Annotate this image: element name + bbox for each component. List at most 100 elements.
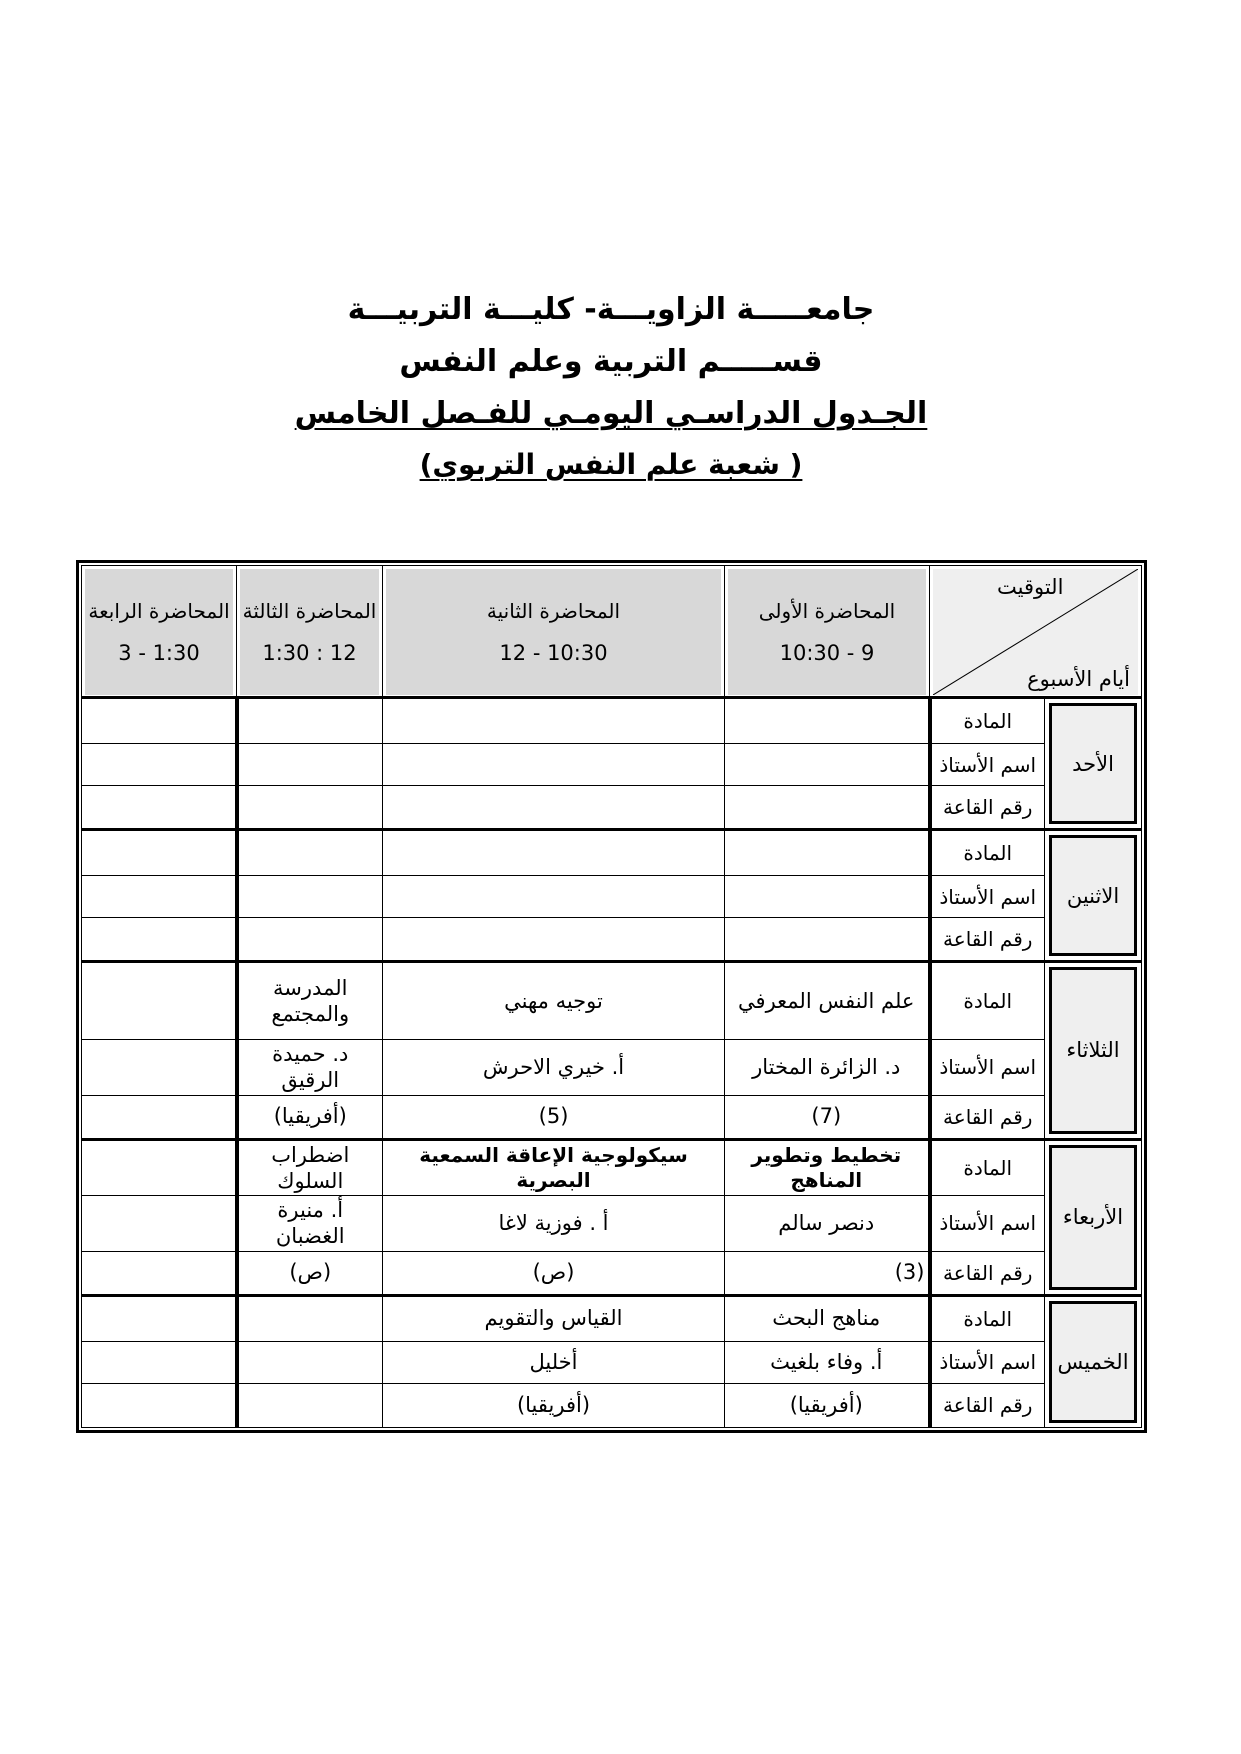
corner-label-weekdays: أيام الأسبوع bbox=[1027, 667, 1130, 691]
day-label: الاثنين bbox=[1066, 883, 1120, 908]
wednesday-lec1-subject: تخطيط وتطوير المناهج bbox=[724, 1137, 930, 1196]
sunday-lec2-teacher bbox=[382, 743, 725, 786]
tuesday-lec2-subject: توجيه مهني bbox=[382, 960, 725, 1040]
wednesday-lec3-room: (ص) bbox=[236, 1250, 383, 1296]
lecture-1-time: 10:30 - 9 bbox=[779, 641, 875, 665]
thursday-lec1-subject: مناهج البحث bbox=[724, 1293, 930, 1342]
sunday-lec1-room bbox=[724, 785, 930, 830]
day-cell-thursday: الخميس bbox=[1044, 1293, 1142, 1428]
day-label: الثلاثاء bbox=[1066, 1038, 1120, 1063]
day-cell-tuesday: الثلاثاء bbox=[1044, 960, 1142, 1140]
row-label-subject: المادة bbox=[927, 1137, 1045, 1196]
wednesday-lec2-room: (ص) bbox=[382, 1250, 725, 1296]
day-cell-sunday: الأحد bbox=[1044, 696, 1142, 830]
thursday-lec4-subject bbox=[81, 1293, 239, 1342]
sunday-lec3-room bbox=[236, 785, 383, 830]
schedule-table-wrap: التوقيت أيام الأسبوع المحاضرة الأولى 10:… bbox=[76, 560, 1147, 1433]
thursday-lec1-teacher: أ. وفاء بلغيث bbox=[724, 1340, 930, 1384]
sunday-lec4-room bbox=[81, 785, 239, 830]
table-row: الثلاثاء المادة علم النفس المعرفي توجيه … bbox=[81, 960, 1142, 1140]
row-label-teacher: اسم الأستاذ bbox=[927, 1195, 1045, 1252]
thursday-lec1-room: (أفريقيا) bbox=[724, 1382, 930, 1428]
lecture-2-time: 12 - 10:30 bbox=[499, 641, 608, 665]
monday-lec2-room bbox=[382, 917, 725, 962]
diagonal-line bbox=[933, 569, 1138, 695]
header-lecture-4: المحاضرة الرابعة 3 - 1:30 bbox=[81, 565, 237, 698]
row-label-room: رقم القاعة bbox=[927, 1382, 1045, 1428]
wednesday-lec3-teacher: أ. منيرة الغضبان bbox=[236, 1195, 383, 1252]
monday-lec3-subject bbox=[236, 828, 383, 876]
day-cell-wednesday: الأربعاء bbox=[1044, 1137, 1142, 1296]
title-division: ( شعبة علم النفس التربوي) bbox=[419, 448, 803, 481]
title-block: جامعـــــة الزاويـــة- كليـــة التربيـــ… bbox=[80, 295, 1142, 501]
sunday-lec3-subject bbox=[236, 696, 383, 744]
wednesday-lec3-subject: اضطراب السلوك bbox=[236, 1137, 383, 1196]
table-row: الأحد المادة bbox=[81, 696, 1142, 830]
header-lecture-3: المحاضرة الثالثة 1:30 : 12 bbox=[236, 565, 383, 698]
row-label-room: رقم القاعة bbox=[927, 1250, 1045, 1296]
row-label-subject: المادة bbox=[927, 828, 1045, 876]
lecture-2-name: المحاضرة الثانية bbox=[486, 599, 621, 623]
schedule-table: التوقيت أيام الأسبوع المحاضرة الأولى 10:… bbox=[76, 560, 1147, 1433]
table-row: رقم القاعة (3) (ص) (ص) bbox=[81, 1250, 1142, 1296]
monday-lec1-room bbox=[724, 917, 930, 962]
lecture-3-time: 1:30 : 12 bbox=[262, 641, 357, 665]
row-label-room: رقم القاعة bbox=[927, 1094, 1045, 1140]
table-row: اسم الأستاذ bbox=[81, 875, 1142, 918]
wednesday-lec2-teacher: أ . فوزية لاغا bbox=[382, 1195, 725, 1252]
lecture-1-name: المحاضرة الأولى bbox=[758, 599, 896, 623]
table-row: الاثنين المادة bbox=[81, 828, 1142, 962]
monday-lec4-room bbox=[81, 917, 239, 962]
row-label-subject: المادة bbox=[927, 1293, 1045, 1342]
table-row: الخميس المادة مناهج البحث القياس والتقوي… bbox=[81, 1293, 1142, 1428]
corner-label-timing: التوقيت bbox=[997, 575, 1064, 599]
tuesday-lec1-room: (7) bbox=[724, 1094, 930, 1140]
wednesday-lec4-room bbox=[81, 1250, 239, 1296]
lecture-4-time: 3 - 1:30 bbox=[118, 641, 200, 665]
table-row: رقم القاعة bbox=[81, 785, 1142, 830]
tuesday-lec1-subject: علم النفس المعرفي bbox=[724, 960, 930, 1040]
table-row: رقم القاعة bbox=[81, 917, 1142, 962]
thursday-lec2-room: (أفريقيا) bbox=[382, 1382, 725, 1428]
sunday-lec3-teacher bbox=[236, 743, 383, 786]
row-label-teacher: اسم الأستاذ bbox=[927, 1039, 1045, 1096]
sunday-lec4-subject bbox=[81, 696, 239, 744]
thursday-lec3-subject bbox=[236, 1293, 383, 1342]
thursday-lec3-teacher bbox=[236, 1340, 383, 1384]
tuesday-lec3-room: (أفريقيا) bbox=[236, 1094, 383, 1140]
title-department: قســـــم التربية وعلم النفس bbox=[399, 344, 823, 379]
lecture-3-name: المحاضرة الثالثة bbox=[242, 599, 377, 623]
title-university: جامعـــــة الزاويـــة- كليـــة التربيـــ… bbox=[347, 292, 875, 327]
sunday-lec2-room bbox=[382, 785, 725, 830]
monday-lec1-teacher bbox=[724, 875, 930, 918]
monday-lec1-subject bbox=[724, 828, 930, 876]
table-row: الأربعاء المادة تخطيط وتطوير المناهج سيك… bbox=[81, 1137, 1142, 1296]
row-label-teacher: اسم الأستاذ bbox=[927, 1340, 1045, 1384]
tuesday-lec3-teacher: د. حميدة الرقيق bbox=[236, 1039, 383, 1096]
thursday-lec4-teacher bbox=[81, 1340, 239, 1384]
wednesday-lec1-room: (3) bbox=[724, 1250, 930, 1296]
wednesday-lec2-subject: سيكولوجية الإعاقة السمعية البصرية bbox=[382, 1137, 725, 1196]
title-schedule: الجـدول الدراسـي اليومـي للفـصل الخامس bbox=[294, 396, 928, 431]
row-label-teacher: اسم الأستاذ bbox=[927, 743, 1045, 786]
tuesday-lec2-room: (5) bbox=[382, 1094, 725, 1140]
thursday-lec2-teacher: أخليل bbox=[382, 1340, 725, 1384]
sunday-lec1-teacher bbox=[724, 743, 930, 786]
tuesday-lec4-room bbox=[81, 1094, 239, 1140]
header-lecture-2: المحاضرة الثانية 12 - 10:30 bbox=[382, 565, 725, 698]
table-row: اسم الأستاذ دنصر سالم أ . فوزية لاغا أ. … bbox=[81, 1195, 1142, 1252]
sunday-lec2-subject bbox=[382, 696, 725, 744]
wednesday-lec1-teacher: دنصر سالم bbox=[724, 1195, 930, 1252]
wednesday-lec4-teacher bbox=[81, 1195, 239, 1252]
row-label-room: رقم القاعة bbox=[927, 917, 1045, 962]
row-label-teacher: اسم الأستاذ bbox=[927, 875, 1045, 918]
sunday-lec4-teacher bbox=[81, 743, 239, 786]
tuesday-lec3-subject: المدرسة والمجتمع bbox=[236, 960, 383, 1040]
table-row: رقم القاعة (أفريقيا) (أفريقيا) bbox=[81, 1382, 1142, 1428]
table-row: رقم القاعة (7) (5) (أفريقيا) bbox=[81, 1094, 1142, 1140]
thursday-lec2-subject: القياس والتقويم bbox=[382, 1293, 725, 1342]
row-label-room: رقم القاعة bbox=[927, 785, 1045, 830]
sunday-lec1-subject bbox=[724, 696, 930, 744]
day-label: الأربعاء bbox=[1062, 1205, 1124, 1229]
